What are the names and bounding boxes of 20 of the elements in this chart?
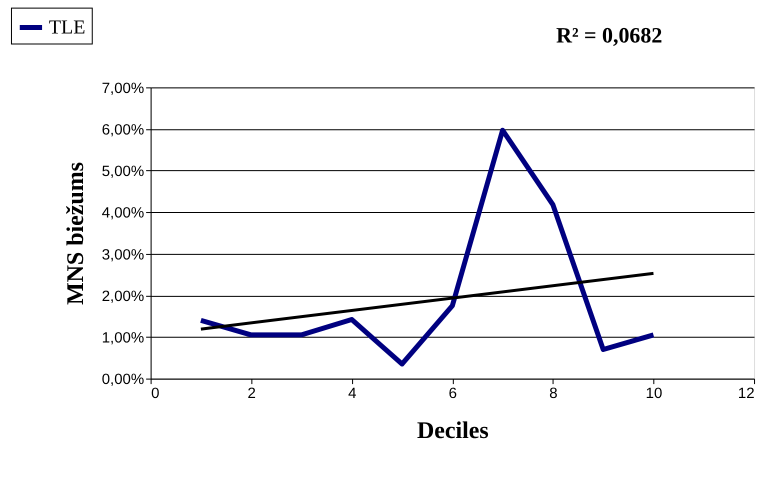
x-tick-label: 10 xyxy=(646,385,662,402)
x-axis-title: Deciles xyxy=(416,418,489,444)
text: R² = 0,0682 xyxy=(556,22,662,48)
x-tick-label: 6 xyxy=(448,385,457,402)
line-series xyxy=(198,128,656,367)
y-tick-label: 6,00% xyxy=(102,121,144,138)
x-tick-label: 0 xyxy=(151,385,160,402)
y-tick-label: 1,00% xyxy=(102,329,144,346)
y-tick-label: 7,00% xyxy=(102,80,144,97)
x-tick-label: 8 xyxy=(549,385,558,402)
y-tick-label: 4,00% xyxy=(102,204,144,222)
x-tick-label: 12 xyxy=(738,385,755,402)
x-tick-label: 2 xyxy=(248,385,256,402)
x-tick-label: 4 xyxy=(348,385,356,402)
legend-label: TLE xyxy=(48,16,86,38)
y-tick-label: 0,00% xyxy=(102,371,144,388)
y-tick-label: 3,00% xyxy=(102,246,144,264)
y-axis-title: MNS biežums xyxy=(62,162,89,305)
y-tick-label: 5,00% xyxy=(102,163,144,180)
y-tick-label: 2,00% xyxy=(102,288,144,305)
